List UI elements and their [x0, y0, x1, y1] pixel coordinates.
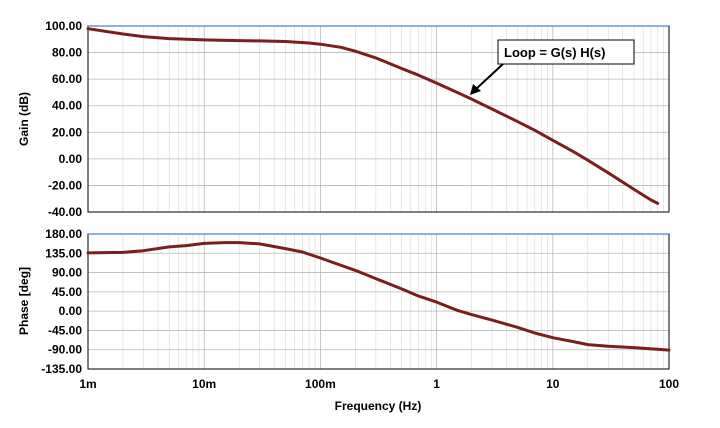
- phase-y-tick-label: -45.00: [48, 323, 82, 337]
- gain-y-tick-labels: 100.00 80.00 60.00 40.00 20.00 0.00 -20.00 -40.…: [45, 19, 82, 219]
- phase-y-tick-label: 45.00: [52, 285, 82, 299]
- gain-y-tick-label: 80.00: [52, 46, 82, 60]
- phase-y-tick-label: 135.00: [45, 246, 82, 260]
- annotation-arrowhead: [470, 84, 481, 95]
- x-tick-label: 10m: [192, 377, 216, 391]
- x-tick-label: 100: [659, 377, 679, 391]
- gain-y-tick-label: 0.00: [59, 152, 83, 166]
- phase-y-tick-label: 0.00: [59, 304, 83, 318]
- phase-y-tick-labels: 180.00 135.00 90.00 45.00 0.00 -45.00 -90.00 -1…: [41, 227, 82, 376]
- annotation-text: Loop = G(s) H(s): [504, 45, 605, 60]
- gain-y-tick-label: -20.00: [48, 178, 82, 192]
- x-tick-label: 10: [546, 377, 560, 391]
- phase-y-tick-label: -135.00: [41, 362, 82, 376]
- x-tick-labels: 1m 10m 100m 1 10 100: [79, 377, 679, 391]
- gain-y-tick-label: 100.00: [45, 19, 82, 33]
- phase-y-axis-label: Phase [deg]: [17, 267, 31, 335]
- phase-y-tick-label: -90.00: [48, 343, 82, 357]
- phase-series-line: [86, 241, 671, 352]
- annotation-callout: Loop = G(s) H(s): [470, 39, 635, 95]
- gain-y-tick-label: 20.00: [52, 125, 82, 139]
- gain-y-tick-label: -40.00: [48, 205, 82, 219]
- phase-frame: [87, 233, 670, 370]
- phase-panel: 180.00 135.00 90.00 45.00 0.00 -45.00 -90.00 -1…: [17, 227, 679, 413]
- x-tick-label: 1: [433, 377, 440, 391]
- x-tick-label: 100m: [305, 377, 336, 391]
- annotation-arrow: [475, 63, 504, 90]
- gain-y-axis-label: Gain (dB): [17, 92, 31, 146]
- phase-y-tick-label: 90.00: [52, 266, 82, 280]
- gain-y-tick-label: 40.00: [52, 99, 82, 113]
- phase-y-tick-label: 180.00: [45, 227, 82, 241]
- annotation-box: [497, 39, 635, 65]
- x-axis-label: Frequency (Hz): [335, 399, 422, 413]
- x-tick-label: 1m: [79, 377, 96, 391]
- gain-y-tick-label: 60.00: [52, 72, 82, 86]
- phase-grid: [87, 233, 669, 370]
- gain-series-line: [86, 27, 660, 205]
- gain-panel: 100.00 80.00 60.00 40.00 20.00 0.00 -20.00 -40.…: [17, 19, 670, 219]
